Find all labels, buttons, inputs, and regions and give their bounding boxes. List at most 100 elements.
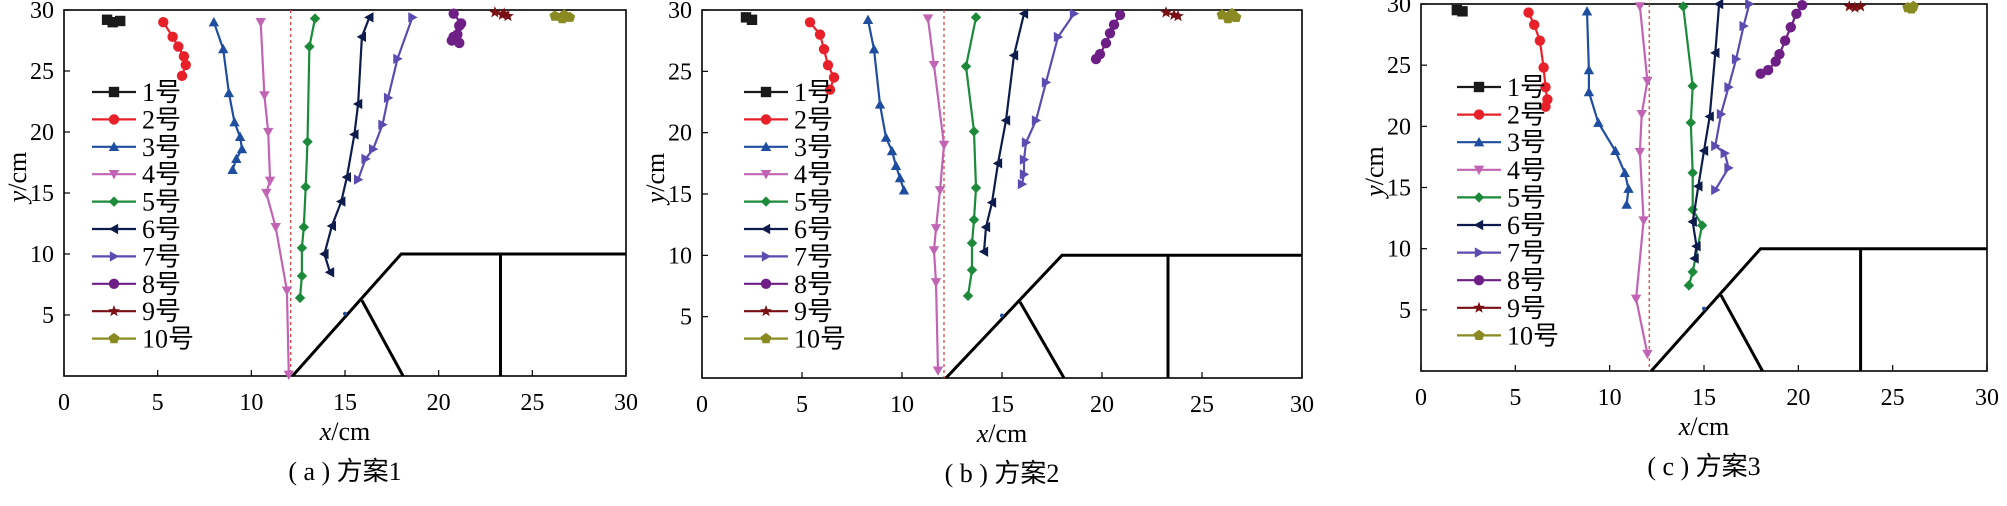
series-2 (1523, 7, 1553, 112)
legend-label: 10号 (1507, 321, 1559, 350)
y-tick-label: 20 (1387, 114, 1411, 140)
series-line (964, 17, 978, 296)
x-tick-label: 15 (333, 390, 357, 416)
data-point (874, 99, 886, 109)
data-point (1538, 62, 1549, 73)
series-5 (1678, 1, 1708, 291)
data-point (1796, 0, 1808, 11)
data-point (1451, 4, 1463, 16)
legend-label: 8号 (794, 270, 833, 299)
data-point (968, 214, 980, 225)
y-tick-label: 20 (30, 120, 54, 146)
data-point (1849, 1, 1861, 13)
legend-marker (760, 196, 772, 207)
plot-frame (1420, 3, 1988, 372)
legend-marker (760, 223, 771, 235)
x-axis-label: x/cm (1678, 412, 1730, 441)
data-point (1540, 81, 1551, 93)
legend-label: 9号 (794, 297, 833, 326)
data-point (302, 136, 313, 147)
legend-label: 7号 (794, 242, 833, 271)
series-1 (740, 12, 758, 26)
legend-marker (108, 170, 120, 180)
data-point (349, 129, 359, 140)
legend-label: 7号 (1507, 239, 1546, 268)
data-point (378, 119, 388, 130)
data-point (229, 117, 240, 127)
data-point (1230, 11, 1242, 22)
data-point (173, 41, 184, 52)
data-point (1704, 111, 1714, 122)
legend-marker (109, 251, 120, 262)
legend-label: 9号 (142, 297, 181, 326)
legend-label: 5号 (1507, 183, 1546, 212)
legend-marker (1474, 247, 1485, 258)
data-point (880, 132, 892, 142)
series-3 (1581, 6, 1634, 209)
data-point (255, 18, 266, 28)
data-point (1160, 6, 1172, 18)
data-point (1529, 19, 1540, 30)
data-point (930, 278, 942, 288)
data-point (364, 12, 374, 23)
legend-label: 4号 (1507, 156, 1546, 185)
y-tick-label: 5 (680, 305, 692, 331)
y-axis-label: y/cm (3, 152, 32, 206)
chart-panel-0: 0 5 10 15 20 25 30 5 10 15 20 25 30 x/cm y/cm ( a ) 方案1… (3, 0, 638, 486)
data-point (300, 181, 311, 193)
data-point (294, 292, 306, 304)
legend-marker (1473, 275, 1485, 286)
data-point (1724, 81, 1734, 93)
series-8 (1090, 9, 1126, 65)
data-point (968, 126, 980, 137)
data-point (361, 153, 371, 165)
data-point (928, 246, 940, 256)
data-point (1593, 117, 1604, 127)
series-3 (208, 17, 248, 174)
data-point (1755, 68, 1766, 79)
data-point (408, 12, 418, 23)
legend-marker (108, 86, 120, 98)
data-point (1689, 253, 1699, 264)
data-point (1540, 101, 1551, 112)
series-line (1020, 13, 1075, 185)
data-point (1678, 1, 1689, 12)
data-point (101, 14, 113, 25)
data-point (1581, 6, 1593, 16)
panel-caption: ( b ) 方案2 (945, 459, 1060, 488)
x-tick-label: 10 (239, 390, 263, 416)
legend-marker (760, 114, 772, 125)
data-point (1534, 35, 1546, 46)
structure-dot (1702, 306, 1706, 311)
legend-label: 5号 (142, 188, 181, 217)
data-point (1019, 154, 1030, 165)
series-6 (1687, 0, 1724, 264)
data-point (930, 224, 942, 234)
y-tick-label: 25 (30, 59, 54, 85)
y-tick-label: 10 (668, 243, 692, 269)
data-point (178, 51, 190, 62)
x-tick-label: 20 (427, 390, 451, 416)
series-line (1714, 3, 1751, 191)
data-point (1108, 19, 1120, 30)
data-point (922, 14, 934, 24)
data-point (264, 176, 276, 186)
legend-marker (108, 332, 120, 344)
data-point (1523, 7, 1534, 18)
data-point (986, 197, 997, 208)
chart-panel-2: 0 5 10 15 20 25 30 5 10 15 20 25 30 x/cm y/cm ( c ) 方案3… (1360, 0, 1999, 481)
data-point (1000, 115, 1011, 126)
data-point (1069, 8, 1080, 19)
data-point (234, 131, 246, 142)
series-4 (255, 18, 294, 380)
legend-marker (1473, 192, 1485, 203)
data-point (1710, 47, 1720, 59)
data-point (454, 20, 465, 32)
legend-label: 1号 (794, 78, 833, 107)
x-axis-label: x/cm (976, 419, 1028, 448)
x-tick-label: 15 (990, 392, 1014, 418)
data-point (862, 14, 874, 24)
